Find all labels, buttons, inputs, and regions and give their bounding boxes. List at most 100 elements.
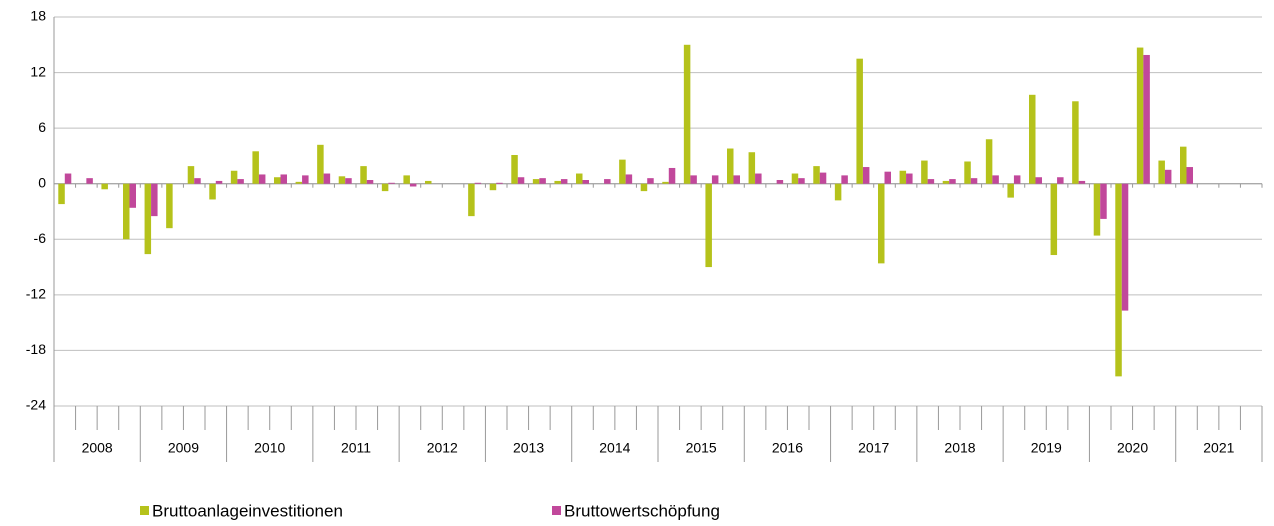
bar — [381, 183, 389, 192]
bar — [690, 175, 697, 184]
bar — [360, 166, 367, 184]
bar — [619, 159, 626, 184]
bar — [101, 183, 108, 190]
bar — [819, 172, 827, 184]
bar — [474, 182, 482, 184]
bar — [274, 177, 281, 184]
bar — [425, 180, 432, 184]
y-tick-label: -18 — [26, 341, 46, 357]
bar — [258, 174, 266, 184]
x-tick-label: 2012 — [427, 440, 458, 456]
bar — [1057, 177, 1064, 184]
bar — [834, 183, 842, 201]
bar — [123, 183, 130, 240]
x-tick-label: 2010 — [254, 440, 285, 456]
bar — [798, 178, 805, 184]
bar — [878, 183, 885, 264]
bar — [576, 173, 583, 184]
bar — [942, 180, 950, 184]
bar — [517, 177, 525, 184]
x-tick-label: 2011 — [341, 440, 371, 456]
bar — [668, 167, 676, 184]
bar — [489, 183, 497, 191]
bar — [302, 175, 309, 184]
bar — [625, 174, 633, 184]
bar — [1072, 101, 1079, 184]
bar — [366, 180, 374, 184]
bar — [215, 180, 223, 184]
x-tick-label: 2014 — [599, 440, 630, 456]
y-tick-label: 6 — [38, 119, 46, 135]
bar — [1180, 146, 1187, 184]
bar — [86, 178, 93, 184]
bar — [1007, 183, 1014, 198]
bar — [970, 178, 978, 184]
bar — [1100, 183, 1107, 219]
bar — [949, 179, 956, 184]
legend-label: Bruttowertschöpfung — [564, 501, 720, 520]
bar — [921, 160, 928, 184]
x-tick-label: 2017 — [858, 440, 889, 456]
bar — [1029, 94, 1036, 184]
bar — [252, 151, 259, 184]
bar — [791, 173, 799, 184]
bar — [1136, 47, 1144, 184]
bar — [813, 166, 820, 184]
bar — [884, 171, 891, 184]
bar — [755, 173, 762, 184]
x-tick-label: 2018 — [944, 440, 975, 456]
bar — [280, 174, 287, 184]
bar — [647, 178, 654, 184]
bar — [640, 183, 648, 192]
bar — [532, 179, 540, 184]
legend-swatch — [140, 506, 149, 515]
bar — [1158, 160, 1165, 184]
bar — [733, 175, 740, 184]
bar — [776, 180, 784, 184]
bar — [58, 183, 65, 205]
bar — [388, 182, 395, 184]
bar — [1143, 54, 1150, 184]
y-tick-label: -12 — [26, 286, 46, 302]
bar — [151, 183, 158, 217]
y-tick-label: -24 — [26, 397, 46, 413]
bar — [64, 173, 72, 184]
y-tick-label: 18 — [30, 8, 46, 24]
bar — [338, 176, 346, 184]
bar — [856, 58, 863, 184]
bar — [554, 180, 561, 184]
x-tick-label: 2015 — [686, 440, 717, 456]
bar — [711, 175, 719, 184]
bar — [662, 181, 669, 184]
bar — [468, 183, 475, 217]
x-tick-label: 2013 — [513, 440, 544, 456]
bar — [323, 173, 331, 184]
y-tick-label: 12 — [30, 63, 46, 79]
x-tick-label: 2009 — [168, 440, 199, 456]
x-tick-label: 2016 — [772, 440, 803, 456]
bar — [345, 178, 352, 184]
bar — [604, 179, 611, 184]
x-tick-label: 2021 — [1203, 440, 1234, 456]
bar — [539, 178, 546, 184]
bar — [964, 161, 971, 184]
y-tick-label: -6 — [34, 230, 47, 246]
bar — [511, 155, 518, 184]
bar — [237, 179, 244, 184]
legend-label: Bruttoanlageinvestitionen — [152, 501, 343, 520]
bar — [582, 180, 589, 184]
bar — [230, 170, 238, 184]
bar — [1093, 183, 1101, 236]
bar — [560, 179, 568, 184]
bar — [496, 182, 503, 184]
bar — [1013, 175, 1021, 184]
bar — [317, 144, 324, 184]
bar — [748, 152, 756, 184]
legend-swatch — [552, 506, 561, 515]
bar — [209, 183, 216, 200]
bar — [1115, 183, 1122, 377]
bar — [705, 183, 712, 268]
bar — [129, 183, 136, 208]
x-tick-label: 2008 — [82, 440, 113, 456]
